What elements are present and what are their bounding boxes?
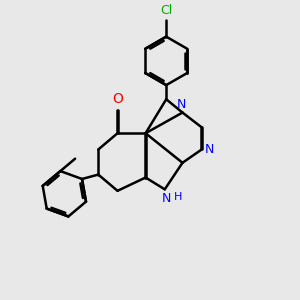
Text: O: O xyxy=(112,92,123,106)
Text: H: H xyxy=(174,192,183,202)
Text: N: N xyxy=(162,192,171,205)
Text: N: N xyxy=(176,98,186,111)
Text: N: N xyxy=(205,143,214,156)
Text: Cl: Cl xyxy=(160,4,172,17)
